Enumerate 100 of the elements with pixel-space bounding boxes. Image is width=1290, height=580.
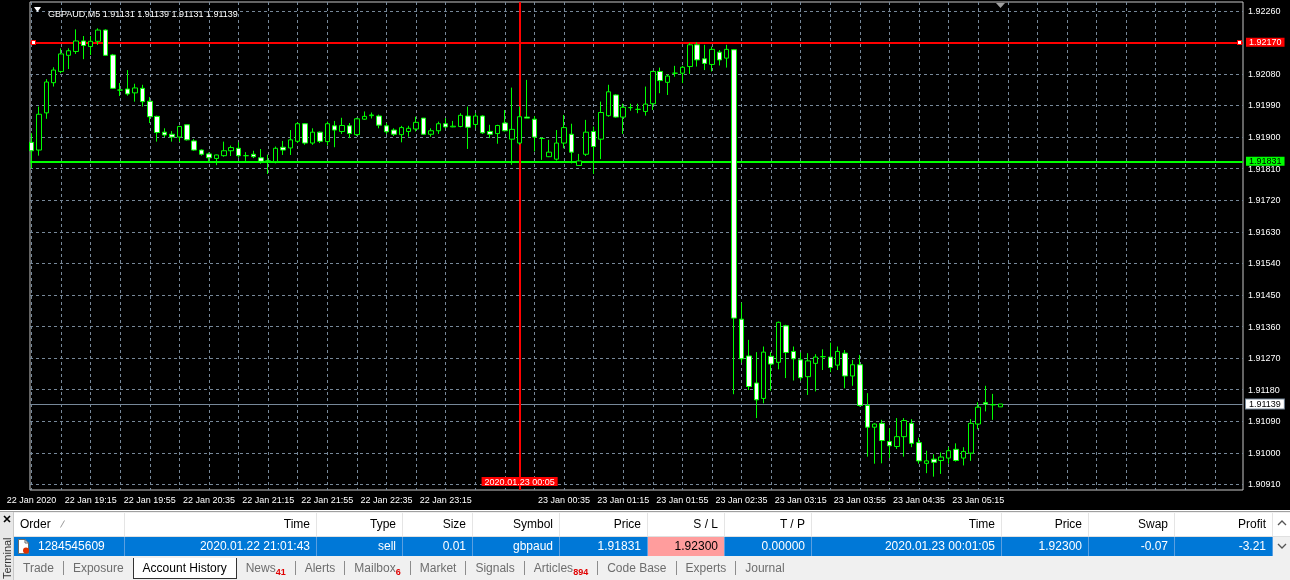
- candlestick: [399, 125, 404, 143]
- candlestick: [480, 114, 485, 135]
- candlestick: [88, 35, 93, 56]
- candlestick: [236, 141, 241, 159]
- text: 0.00000: [761, 539, 805, 553]
- y-tick-label: 1.91720: [1248, 195, 1281, 206]
- candlestick: [998, 403, 1003, 408]
- text: gbpaud: [512, 539, 553, 553]
- candlestick: [583, 119, 589, 157]
- candlestick: [177, 125, 182, 143]
- candlestick: [805, 352, 811, 396]
- candlestick: [487, 124, 493, 139]
- y-tick-label: 1.91540: [1248, 258, 1281, 269]
- candlestick: [754, 351, 759, 419]
- y-tick-label: 1.92080: [1248, 68, 1281, 79]
- candlestick: [436, 121, 441, 135]
- candlestick: [746, 339, 752, 391]
- category-label: Order: [20, 517, 51, 531]
- candlestick: [857, 354, 863, 407]
- candlestick: [162, 127, 167, 138]
- text: Account History: [142, 560, 227, 575]
- candlestick: [665, 73, 670, 96]
- y-tick-label: 1.91360: [1248, 321, 1281, 332]
- candlestick: [953, 442, 959, 463]
- text: Articles$_{894}$: [533, 561, 589, 577]
- candlestick: [842, 349, 848, 389]
- candlestick: [709, 46, 715, 72]
- candlestick: [850, 359, 855, 387]
- y-tick-label: 1.92260: [1248, 5, 1281, 16]
- text: Trade: [23, 561, 54, 575]
- x-tick-label: 23 Jan 01:55: [656, 494, 709, 505]
- y-tick-label: 1.90910: [1248, 479, 1281, 490]
- candlestick: [961, 446, 966, 466]
- candlestick: [199, 148, 204, 157]
- candlestick: [51, 66, 56, 88]
- candlestick: [828, 342, 833, 373]
- y-tick-label: 1.91630: [1248, 226, 1281, 237]
- x-tick-label: 23 Jan 02:35: [715, 494, 768, 505]
- candlestick: [73, 28, 79, 55]
- text: sell: [377, 539, 396, 553]
- candlestick: [983, 385, 988, 412]
- candlestick: [339, 117, 345, 135]
- candlestick: [776, 321, 781, 370]
- x-tick-label: 23 Jan 03:15: [774, 494, 827, 505]
- candlestick: [465, 106, 471, 150]
- candlestick: [820, 348, 826, 371]
- ref-line-label: 1.91831: [1249, 156, 1282, 167]
- category-label: Price: [613, 517, 641, 531]
- candlestick: [302, 122, 308, 146]
- x-tick-label: 23 Jan 04:35: [893, 494, 946, 505]
- x-tick-label: 22 Jan 2020: [6, 494, 57, 505]
- category-label: Time: [283, 517, 310, 531]
- candlestick: [288, 129, 293, 156]
- candlestick: [450, 120, 456, 128]
- candlestick: [783, 324, 789, 379]
- candlestick: [495, 124, 500, 145]
- candlestick: [310, 127, 315, 146]
- candlestick: [44, 78, 49, 120]
- candlestick: [835, 346, 840, 371]
- candlestick: [384, 122, 389, 135]
- text: 2020.01.23 00:01:05: [884, 539, 995, 553]
- candlestick: [702, 44, 707, 71]
- candlestick: [362, 110, 367, 121]
- category-label: Size: [442, 517, 466, 531]
- candlestick: [354, 117, 360, 137]
- category-label: Swap: [1137, 517, 1168, 531]
- candlestick: [332, 120, 337, 148]
- text: 1.92300: [674, 539, 718, 553]
- candlestick: [421, 117, 426, 136]
- x-tick-label: 22 Jan 19:15: [64, 494, 117, 505]
- category-label: Price: [1054, 517, 1082, 531]
- candlestick: [768, 351, 774, 392]
- y-tick-label: 1.91450: [1248, 289, 1281, 300]
- category-label: Type: [369, 517, 396, 531]
- x-tick-label: 23 Jan 00:35: [537, 494, 591, 505]
- text: Exposure: [72, 561, 124, 575]
- x-tick-label: 22 Jan 19:55: [123, 494, 176, 505]
- y-tick-label: 1.91990: [1248, 100, 1281, 111]
- text: Alerts: [304, 561, 336, 575]
- text: -3.21: [1238, 539, 1266, 553]
- candlestick: [251, 150, 256, 159]
- x-tick-label: 22 Jan 21:15: [242, 494, 295, 505]
- text: 1284545609: [38, 539, 105, 553]
- category-label: Symbol: [512, 517, 553, 531]
- candlestick: [140, 84, 145, 108]
- text: 0.01: [442, 539, 466, 553]
- y-tick-label: 1.91270: [1248, 353, 1281, 364]
- candlestick: [672, 65, 678, 78]
- candlestick: [325, 121, 330, 146]
- candlestick: [132, 83, 138, 103]
- candlestick: [643, 86, 648, 117]
- candlestick: [169, 130, 175, 143]
- candlestick: [872, 422, 877, 465]
- text: Experts: [685, 561, 727, 575]
- text: News$_{41}$: [245, 561, 286, 577]
- x-tick-label: 22 Jan 23:15: [419, 494, 472, 505]
- candlestick: [347, 122, 352, 139]
- candlestick: [909, 418, 914, 448]
- candlestick: [81, 35, 86, 60]
- candlestick: [865, 392, 870, 458]
